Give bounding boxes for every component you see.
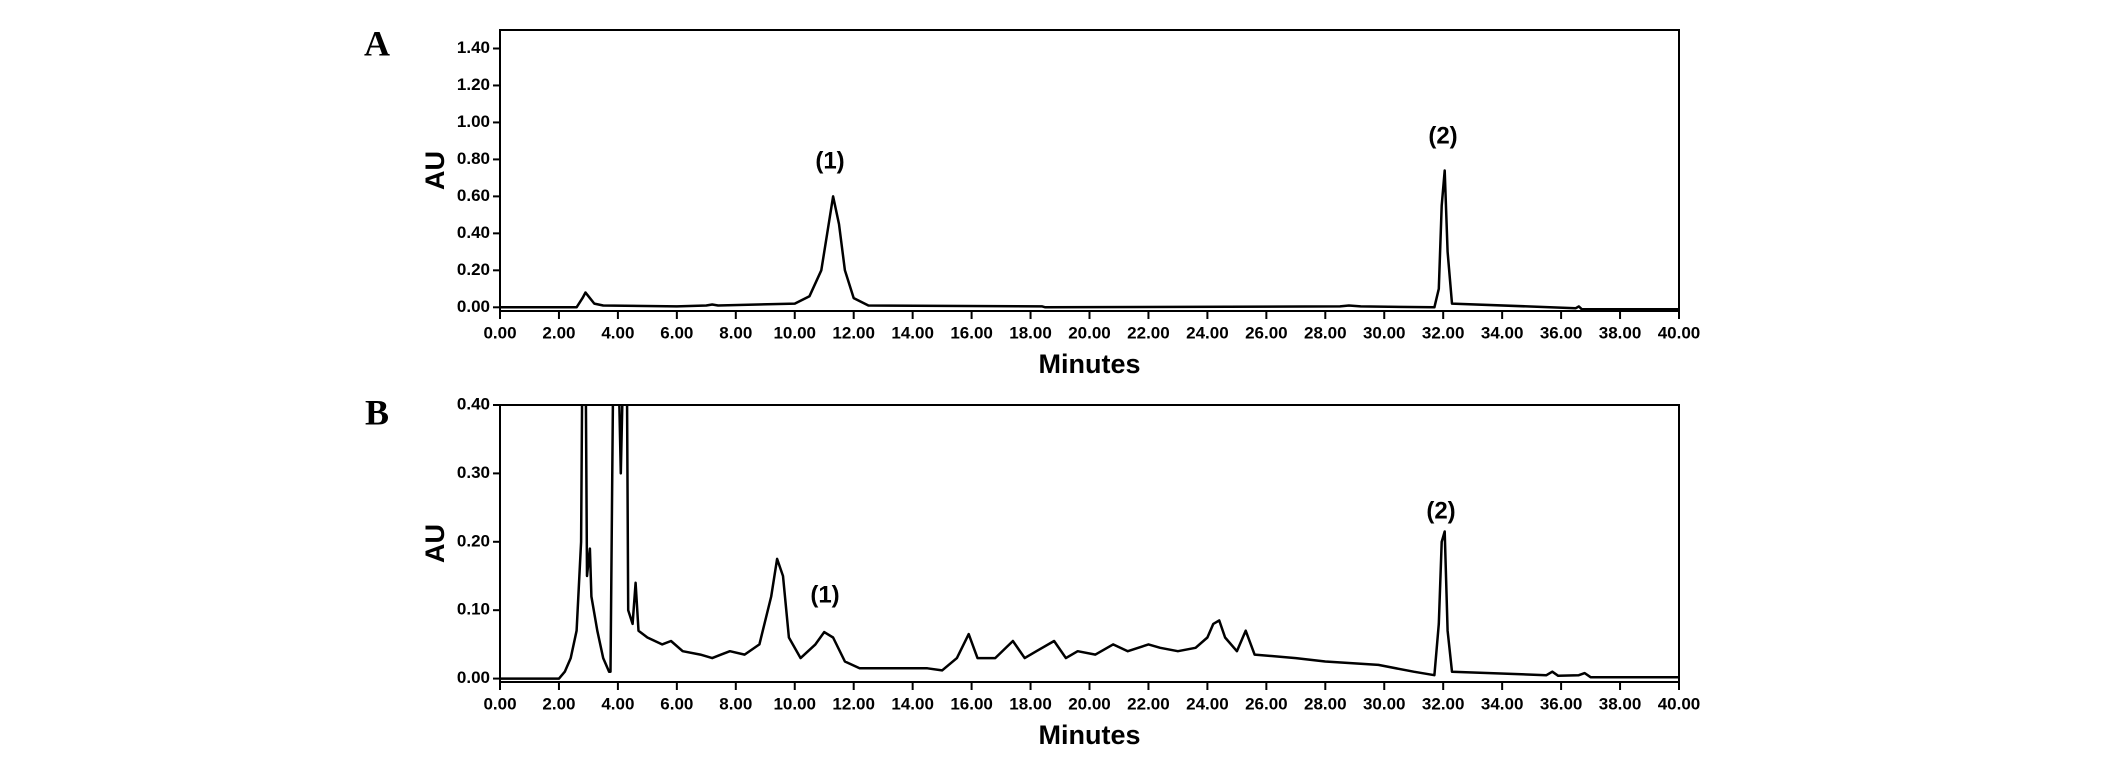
x-tick-label: 20.00 — [1068, 323, 1111, 342]
x-tick-label: 28.00 — [1304, 694, 1347, 713]
y-axis-label: AU — [420, 151, 450, 190]
x-tick-label: 28.00 — [1304, 323, 1347, 342]
x-tick-label: 40.00 — [1658, 694, 1701, 713]
x-axis-label: Minutes — [1038, 349, 1140, 379]
trace — [500, 169, 1679, 311]
y-tick-label: 0.10 — [457, 600, 490, 619]
x-tick-label: 36.00 — [1540, 323, 1583, 342]
x-tick-label: 16.00 — [950, 323, 993, 342]
x-tick-label: 38.00 — [1599, 694, 1642, 713]
x-tick-label: 24.00 — [1186, 694, 1229, 713]
y-tick-label: 0.00 — [457, 297, 490, 316]
panel-label: A — [364, 23, 390, 63]
x-tick-label: 4.00 — [601, 694, 634, 713]
x-tick-label: 6.00 — [660, 323, 693, 342]
x-tick-label: 32.00 — [1422, 694, 1465, 713]
x-tick-label: 0.00 — [483, 694, 516, 713]
x-tick-label: 26.00 — [1245, 323, 1288, 342]
x-tick-label: 40.00 — [1658, 323, 1701, 342]
x-tick-label: 4.00 — [601, 323, 634, 342]
x-tick-label: 16.00 — [950, 694, 993, 713]
x-tick-label: 14.00 — [891, 323, 934, 342]
y-axis-label: AU — [420, 524, 450, 563]
x-tick-label: 10.00 — [773, 323, 816, 342]
x-tick-label: 2.00 — [542, 323, 575, 342]
peak-annotation: (2) — [1426, 497, 1455, 524]
x-tick-label: 10.00 — [773, 694, 816, 713]
y-tick-label: 0.30 — [457, 463, 490, 482]
y-tick-label: 0.20 — [457, 260, 490, 279]
x-tick-label: 6.00 — [660, 694, 693, 713]
x-tick-label: 20.00 — [1068, 694, 1111, 713]
trace — [500, 405, 1679, 680]
peak-annotation: (1) — [810, 581, 839, 608]
y-tick-label: 0.40 — [457, 394, 490, 413]
y-tick-label: 1.00 — [457, 112, 490, 131]
y-tick-label: 1.40 — [457, 38, 490, 57]
x-tick-label: 32.00 — [1422, 323, 1465, 342]
x-tick-label: 12.00 — [832, 694, 875, 713]
x-axis-label: Minutes — [1038, 720, 1140, 750]
x-tick-label: 18.00 — [1009, 323, 1052, 342]
x-tick-label: 0.00 — [483, 323, 516, 342]
y-tick-label: 0.60 — [457, 186, 490, 205]
y-tick-label: 0.20 — [457, 531, 490, 550]
x-tick-label: 26.00 — [1245, 694, 1288, 713]
x-tick-label: 30.00 — [1363, 323, 1406, 342]
x-tick-label: 14.00 — [891, 694, 934, 713]
panel-label: B — [365, 392, 389, 432]
x-tick-label: 22.00 — [1127, 323, 1170, 342]
y-tick-label: 0.00 — [457, 668, 490, 687]
x-tick-label: 34.00 — [1481, 694, 1524, 713]
x-tick-label: 2.00 — [542, 694, 575, 713]
x-tick-label: 34.00 — [1481, 323, 1524, 342]
x-tick-label: 12.00 — [832, 323, 875, 342]
y-tick-label: 0.80 — [457, 149, 490, 168]
y-tick-label: 0.40 — [457, 223, 490, 242]
plot-frame — [499, 29, 1680, 312]
x-tick-label: 30.00 — [1363, 694, 1406, 713]
plot-frame — [499, 404, 1680, 683]
peak-annotation: (2) — [1428, 122, 1457, 149]
x-tick-label: 22.00 — [1127, 694, 1170, 713]
x-tick-label: 8.00 — [719, 323, 752, 342]
y-tick-label: 1.20 — [457, 75, 490, 94]
x-tick-label: 8.00 — [719, 694, 752, 713]
peak-annotation: (1) — [815, 147, 844, 174]
x-tick-label: 38.00 — [1599, 323, 1642, 342]
x-tick-label: 24.00 — [1186, 323, 1229, 342]
x-tick-label: 18.00 — [1009, 694, 1052, 713]
x-tick-label: 36.00 — [1540, 694, 1583, 713]
